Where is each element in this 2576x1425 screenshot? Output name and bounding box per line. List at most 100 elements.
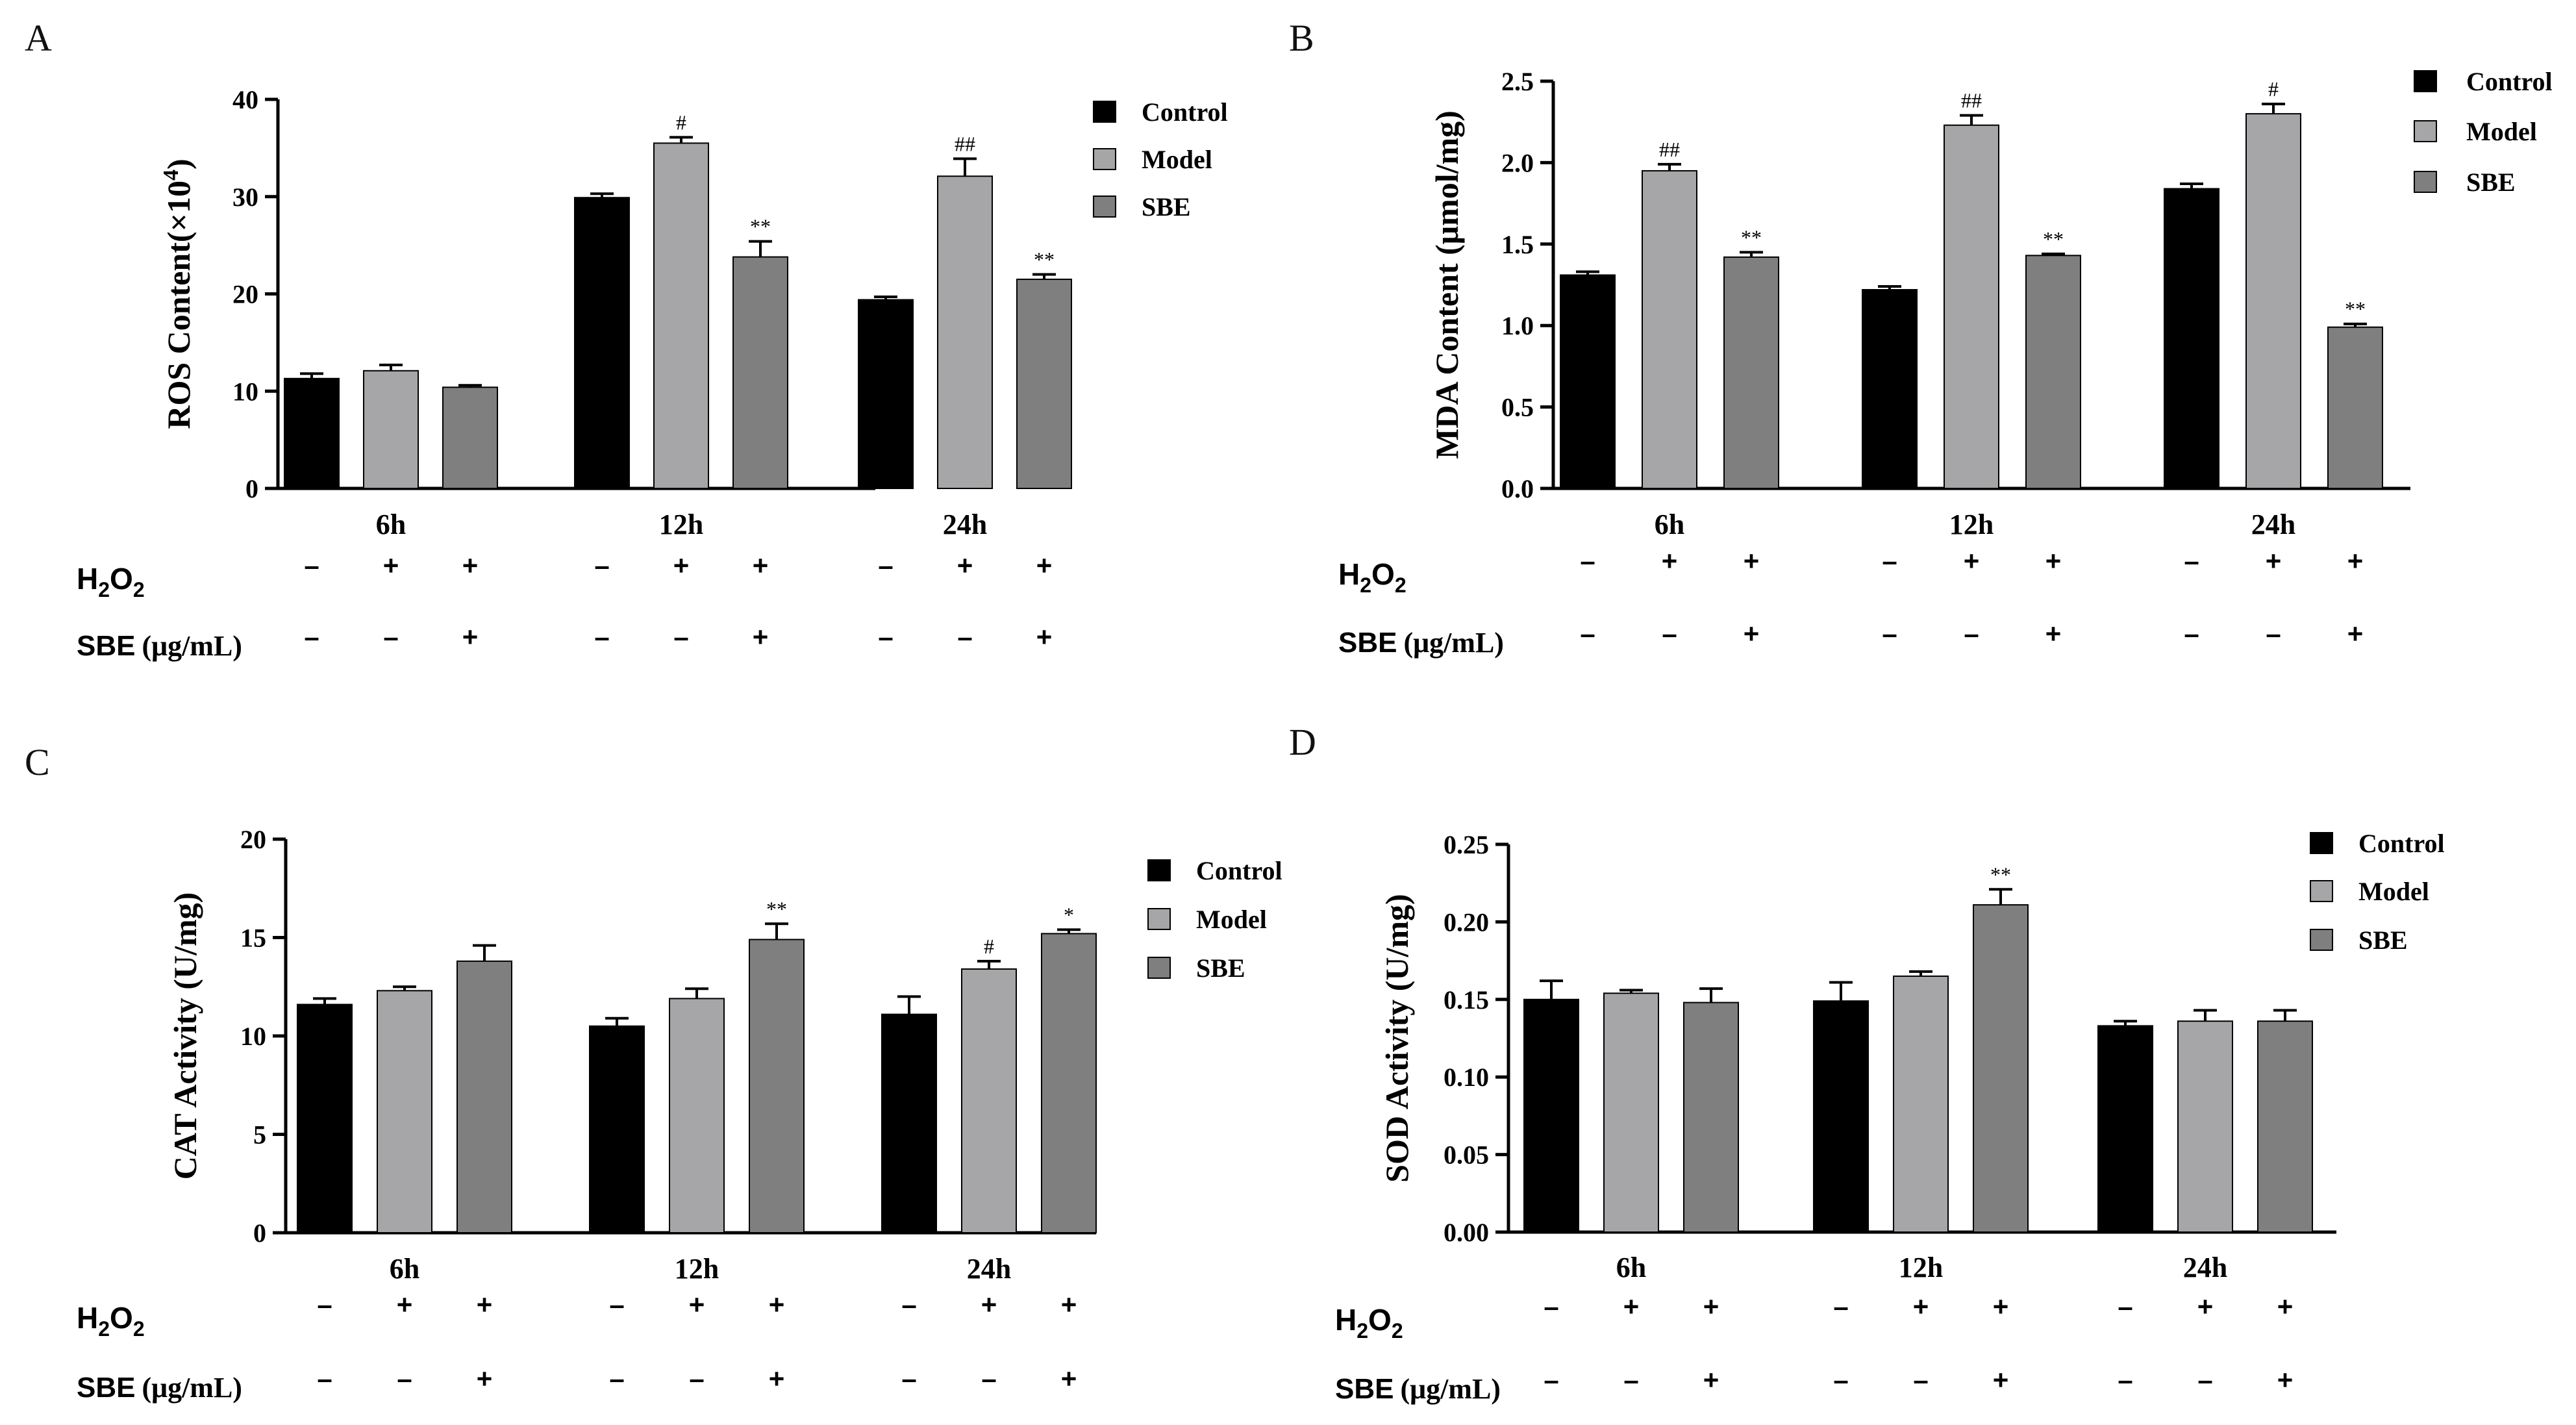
sbe-sign: – xyxy=(1580,618,1595,649)
bar-control-12h xyxy=(589,1025,645,1233)
sbe-sign: – xyxy=(1833,1365,1848,1395)
h2o2-sign: + xyxy=(2347,546,2364,576)
h2o2-sign: + xyxy=(689,1289,705,1320)
h2o2-label-sub: 2 xyxy=(98,1317,110,1341)
legend-label-sbe: SBE xyxy=(1142,192,1191,221)
h2o2-sign: + xyxy=(397,1289,413,1320)
h2o2-sign: + xyxy=(462,550,479,581)
legend-label-model: Model xyxy=(1142,145,1212,174)
bar-model-24h xyxy=(2245,113,2301,490)
y-axis-label: MDA Content (μmol/mg) xyxy=(1429,110,1465,459)
bar-sbe-24h xyxy=(2257,1020,2313,1233)
sbe-label-unit: (μg/mL) xyxy=(142,1372,242,1404)
sbe-sign: – xyxy=(878,622,893,652)
bar-control-6h xyxy=(1560,274,1616,489)
h2o2-sign: + xyxy=(1993,1291,2009,1322)
significance-mark: * xyxy=(1064,903,1074,926)
h2o2-sign: – xyxy=(304,550,319,581)
y-tick-label: 0.05 xyxy=(1444,1141,1489,1170)
bar-model-6h xyxy=(377,990,432,1234)
x-tick-label-12h: 12h xyxy=(675,1253,719,1285)
sbe-sign: – xyxy=(2184,618,2199,649)
h2o2-label-sub: 2 xyxy=(133,1317,145,1341)
y-tick-label: 5 xyxy=(253,1120,266,1150)
legend-label-sbe: SBE xyxy=(2358,926,2408,955)
h2o2-label-text: O xyxy=(110,562,133,596)
y-tick-label: 30 xyxy=(232,183,258,212)
bar-model-12h xyxy=(1893,975,1949,1233)
h2o2-sign: – xyxy=(878,550,893,581)
sbe-sign: – xyxy=(317,1363,332,1394)
y-tick-label: 0.0 xyxy=(1501,474,1534,503)
legend-swatch-model xyxy=(2310,880,2333,902)
h2o2-label-text: H xyxy=(77,1301,98,1335)
y-tick-label: 0.5 xyxy=(1501,393,1534,422)
y-tick-label: 0.25 xyxy=(1444,830,1489,859)
bar-control-24h xyxy=(858,299,914,489)
y-axis-label-sup: 4 xyxy=(159,170,183,181)
significance-mark: # xyxy=(984,935,994,958)
y-tick-label: 2.5 xyxy=(1501,67,1534,96)
bar-control-12h xyxy=(574,197,630,489)
bar-sbe-12h xyxy=(2025,255,2081,489)
h2o2-sign: – xyxy=(901,1289,916,1320)
y-tick-label: 0.10 xyxy=(1444,1063,1489,1092)
h2o2-sign: + xyxy=(1061,1289,1077,1320)
x-tick-label-6h: 6h xyxy=(1616,1252,1646,1283)
sbe-sign: – xyxy=(1662,618,1677,649)
significance-mark: ## xyxy=(955,132,975,155)
bar-control-6h xyxy=(1523,998,1579,1233)
sbe-sign: – xyxy=(609,1363,624,1394)
legend-label-model: Model xyxy=(2466,117,2537,146)
h2o2-label-text: H xyxy=(1335,1303,1357,1337)
y-axis-label: ROS Content(×104) xyxy=(159,158,197,429)
significance-mark: ** xyxy=(766,897,787,920)
h2o2-sign: + xyxy=(383,550,399,581)
y-tick-label: 1.0 xyxy=(1501,311,1534,340)
sbe-sign: – xyxy=(2197,1365,2212,1395)
legend-swatch-control xyxy=(1147,859,1171,881)
y-axis-label-end: ) xyxy=(160,158,197,170)
h2o2-label-sub: 2 xyxy=(1395,574,1407,597)
bar-control-24h xyxy=(2097,1025,2153,1233)
y-axis-label: SOD Activity (U/mg) xyxy=(1379,894,1415,1182)
sbe-sign: – xyxy=(383,622,398,652)
bar-model-24h xyxy=(2177,1020,2233,1233)
bar-model-6h xyxy=(363,370,419,489)
legend-label-model: Model xyxy=(1196,905,1267,934)
legend-swatch-sbe xyxy=(1147,957,1171,979)
h2o2-sign: – xyxy=(609,1289,624,1320)
sbe-row-label: SBE (μg/mL) xyxy=(1335,1373,1501,1405)
sbe-sign: + xyxy=(2277,1365,2294,1395)
y-tick-label: 40 xyxy=(232,85,258,114)
h2o2-sign: – xyxy=(1882,546,1897,576)
significance-mark: ** xyxy=(1990,863,2011,886)
h2o2-sign: + xyxy=(1662,546,1678,576)
y-axis-label: CAT Activity (U/mg) xyxy=(167,892,203,1180)
sbe-label-main: SBE xyxy=(1335,1373,1394,1405)
h2o2-row-label: H2O2 xyxy=(1338,557,1407,597)
sbe-sign: + xyxy=(2045,618,2062,649)
sbe-sign: – xyxy=(1913,1365,1928,1395)
bar-sbe-6h xyxy=(1683,1002,1739,1233)
sbe-sign: – xyxy=(957,622,972,652)
y-tick-label: 15 xyxy=(240,924,266,953)
sbe-sign: – xyxy=(1544,1365,1558,1395)
h2o2-sign: – xyxy=(1580,546,1595,576)
bar-sbe-24h xyxy=(1041,933,1097,1233)
h2o2-sign: + xyxy=(1964,546,1980,576)
y-tick-label: 0.15 xyxy=(1444,985,1489,1015)
legend-swatch-model xyxy=(1147,908,1171,930)
panel-letter: B xyxy=(1289,17,1314,59)
legend-label-control: Control xyxy=(2466,67,2553,96)
significance-mark: # xyxy=(676,110,686,134)
y-tick-label: 20 xyxy=(232,280,258,309)
h2o2-sign: + xyxy=(2045,546,2062,576)
h2o2-label-sub: 2 xyxy=(98,578,110,601)
bar-control-12h xyxy=(1862,289,1918,489)
legend-swatch-control xyxy=(2310,832,2333,854)
x-tick-label-12h: 12h xyxy=(1949,509,1994,540)
bar-sbe-12h xyxy=(749,939,805,1234)
sbe-sign: + xyxy=(1036,622,1053,652)
sbe-row-label: SBE (μg/mL) xyxy=(77,1372,242,1404)
